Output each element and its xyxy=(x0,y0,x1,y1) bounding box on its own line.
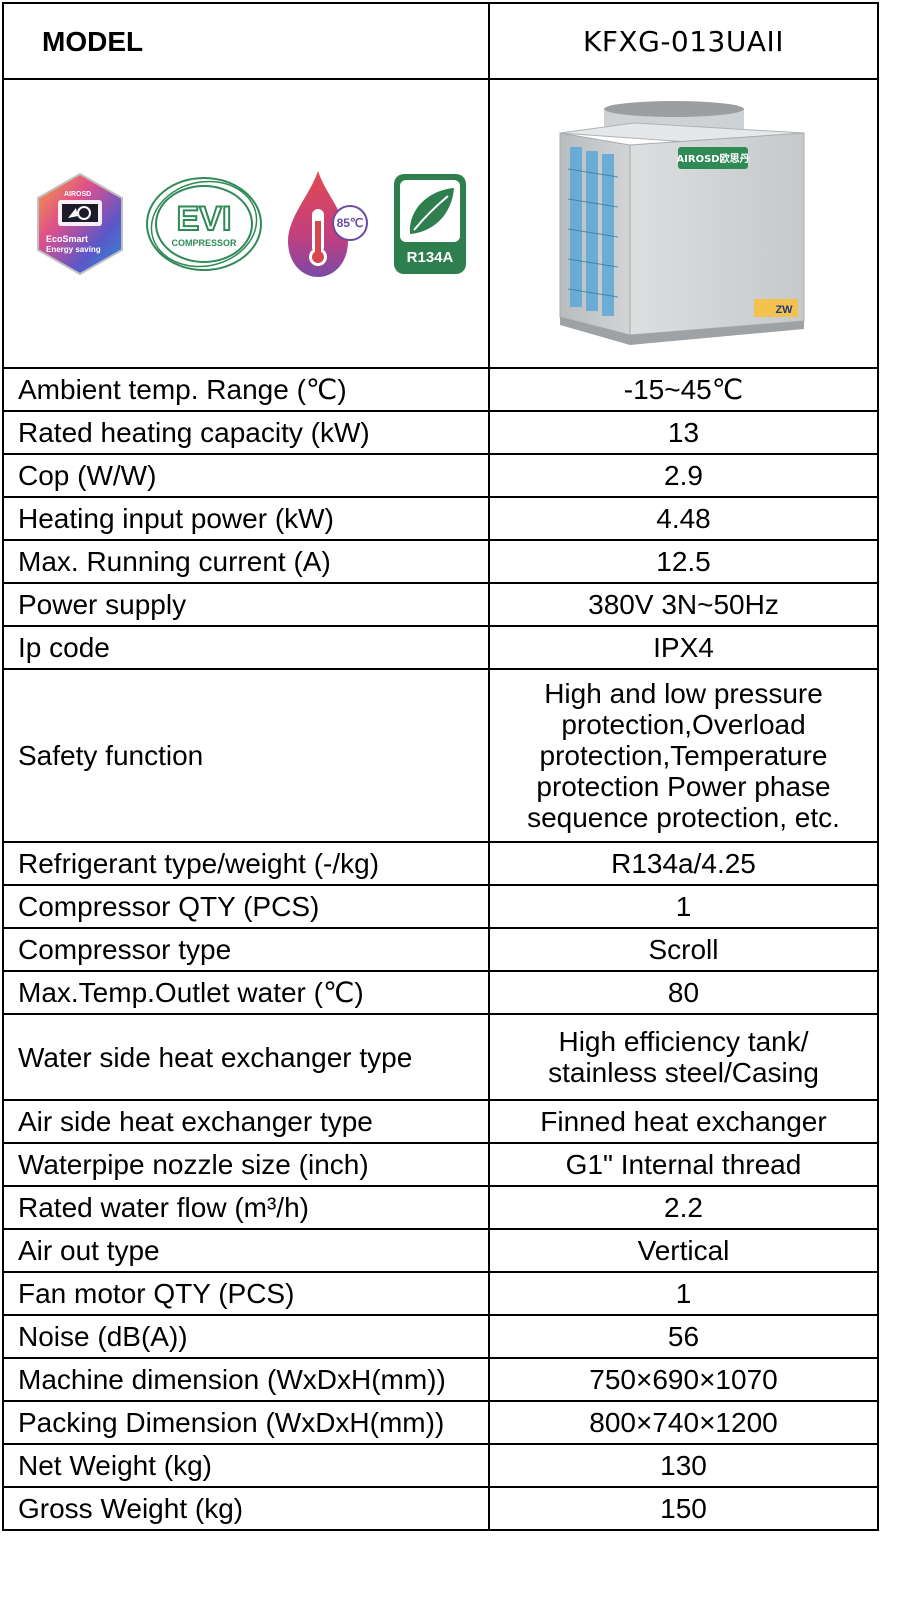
spec-value: Scroll xyxy=(488,927,879,972)
spec-row: Max.Temp.Outlet water (℃) 80 xyxy=(2,970,879,1015)
spec-label: Compressor type xyxy=(2,927,490,972)
spec-label: Refrigerant type/weight (-/kg) xyxy=(2,841,490,886)
spec-value: 130 xyxy=(488,1443,879,1488)
spec-label: Gross Weight (kg) xyxy=(2,1486,490,1531)
spec-label: Max.Temp.Outlet water (℃) xyxy=(2,970,490,1015)
spec-row: Noise (dB(A)) 56 xyxy=(2,1314,879,1359)
spec-value: 2.2 xyxy=(488,1185,879,1230)
spec-value: 750×690×1070 xyxy=(488,1357,879,1402)
spec-value-text: High efficiency tank/ stainless steel/Ca… xyxy=(548,1026,819,1088)
spec-value: 80 xyxy=(488,970,879,1015)
spec-row: Heating input power (kW) 4.48 xyxy=(2,496,879,541)
svg-text:EVI: EVI xyxy=(177,200,232,238)
svg-text:R134A: R134A xyxy=(407,249,454,266)
spec-row: Air out type Vertical xyxy=(2,1228,879,1273)
svg-text:COMPRESSOR: COMPRESSOR xyxy=(171,238,237,248)
leaf-refrigerant-badge-icon: R134A xyxy=(394,173,466,274)
spec-value: 13 xyxy=(488,410,879,455)
spec-value: 380V 3N~50Hz xyxy=(488,582,879,627)
model-label: MODEL xyxy=(2,2,490,80)
spec-value: G1" Internal thread xyxy=(488,1142,879,1187)
spec-value-text: High and low pressure protection,Overloa… xyxy=(527,678,840,833)
spec-label: Heating input power (kW) xyxy=(2,496,490,541)
spec-label: Fan motor QTY (PCS) xyxy=(2,1271,490,1316)
spec-row: Max. Running current (A) 12.5 xyxy=(2,539,879,584)
spec-table: MODEL KFXG-013UAII xyxy=(2,2,879,1531)
spec-value: Finned heat exchanger xyxy=(488,1099,879,1144)
spec-row: Air side heat exchanger type Finned heat … xyxy=(2,1099,879,1144)
spec-value: 1 xyxy=(488,1271,879,1316)
spec-row: Compressor type Scroll xyxy=(2,927,879,972)
product-image-cell: AIROSD欧思丹 ZW xyxy=(488,78,879,369)
model-value: KFXG-013UAII xyxy=(488,2,879,80)
spec-value: 4.48 xyxy=(488,496,879,541)
spec-label: Noise (dB(A)) xyxy=(2,1314,490,1359)
spec-value: High efficiency tank/ stainless steel/Ca… xyxy=(488,1013,879,1101)
svg-text:85℃: 85℃ xyxy=(337,216,364,230)
spec-row: Net Weight (kg) 130 xyxy=(2,1443,879,1488)
spec-label: Rated water flow (m³/h) xyxy=(2,1185,490,1230)
spec-value: IPX4 xyxy=(488,625,879,670)
spec-label: Machine dimension (WxDxH(mm)) xyxy=(2,1357,490,1402)
spec-label: Rated heating capacity (kW) xyxy=(2,410,490,455)
spec-label: Air out type xyxy=(2,1228,490,1273)
spec-label: Net Weight (kg) xyxy=(2,1443,490,1488)
spec-row: Cop (W/W) 2.9 xyxy=(2,453,879,498)
spec-value: -15~45℃ xyxy=(488,367,879,412)
spec-label: Compressor QTY (PCS) xyxy=(2,884,490,929)
svg-text:ZW: ZW xyxy=(775,304,793,316)
spec-row: Fan motor QTY (PCS) 1 xyxy=(2,1271,879,1316)
spec-label: Water side heat exchanger type xyxy=(2,1013,490,1101)
spec-row: Ip code IPX4 xyxy=(2,625,879,670)
svg-text:EcoSmart: EcoSmart xyxy=(46,234,88,244)
spec-value: 150 xyxy=(488,1486,879,1531)
spec-label: Safety function xyxy=(2,668,490,843)
svg-text:Energy saving: Energy saving xyxy=(46,245,101,254)
svg-text:AIROSD欧思丹: AIROSD欧思丹 xyxy=(676,152,749,165)
spec-row: Rated water flow (m³/h) 2.2 xyxy=(2,1185,879,1230)
spec-label: Packing Dimension (WxDxH(mm)) xyxy=(2,1400,490,1445)
model-row: MODEL KFXG-013UAII xyxy=(2,2,879,80)
spec-label: Cop (W/W) xyxy=(2,453,490,498)
spec-label: Ambient temp. Range (℃) xyxy=(2,367,490,412)
spec-label: Max. Running current (A) xyxy=(2,539,490,584)
spec-value: Vertical xyxy=(488,1228,879,1273)
spec-value: 800×740×1200 xyxy=(488,1400,879,1445)
spec-value: High and low pressure protection,Overloa… xyxy=(488,668,879,843)
spec-row: Power supply 380V 3N~50Hz xyxy=(2,582,879,627)
spec-value: 56 xyxy=(488,1314,879,1359)
spec-row: Machine dimension (WxDxH(mm)) 750×690×107… xyxy=(2,1357,879,1402)
spec-label: Power supply xyxy=(2,582,490,627)
spec-row: Waterpipe nozzle size (inch) G1" Internal… xyxy=(2,1142,879,1187)
spec-row: Packing Dimension (WxDxH(mm)) 800×740×120… xyxy=(2,1400,879,1445)
svg-text:AIROSD: AIROSD xyxy=(64,191,91,198)
spec-row: Refrigerant type/weight (-/kg) R134a/4.25 xyxy=(2,841,879,886)
spec-row: Rated heating capacity (kW) 13 xyxy=(2,410,879,455)
spec-row: Safety function High and low pressure pro… xyxy=(2,668,879,843)
spec-value: R134a/4.25 xyxy=(488,841,879,886)
spec-value: 12.5 xyxy=(488,539,879,584)
spec-label: Waterpipe nozzle size (inch) xyxy=(2,1142,490,1187)
image-row: AIROSD EcoSmart Energy saving EVI COMPRE… xyxy=(2,78,879,369)
spec-row: Water side heat exchanger type High effic… xyxy=(2,1013,879,1101)
heat-pump-unit-image: AIROSD欧思丹 ZW xyxy=(559,100,804,345)
spec-row: Compressor QTY (PCS) 1 xyxy=(2,884,879,929)
spec-row: Gross Weight (kg) 150 xyxy=(2,1486,879,1531)
spec-value: 2.9 xyxy=(488,453,879,498)
spec-label: Ip code xyxy=(2,625,490,670)
evi-compressor-badge-icon: EVI COMPRESSOR xyxy=(146,176,262,271)
spec-label: Air side heat exchanger type xyxy=(2,1099,490,1144)
energy-saving-badge-icon: AIROSD EcoSmart Energy saving xyxy=(37,172,123,275)
spec-row: Ambient temp. Range (℃) -15~45℃ xyxy=(2,367,879,412)
thermometer-drop-badge-icon: 85℃ xyxy=(288,170,368,277)
spec-value: 1 xyxy=(488,884,879,929)
feature-badges-cell: AIROSD EcoSmart Energy saving EVI COMPRE… xyxy=(2,78,490,369)
